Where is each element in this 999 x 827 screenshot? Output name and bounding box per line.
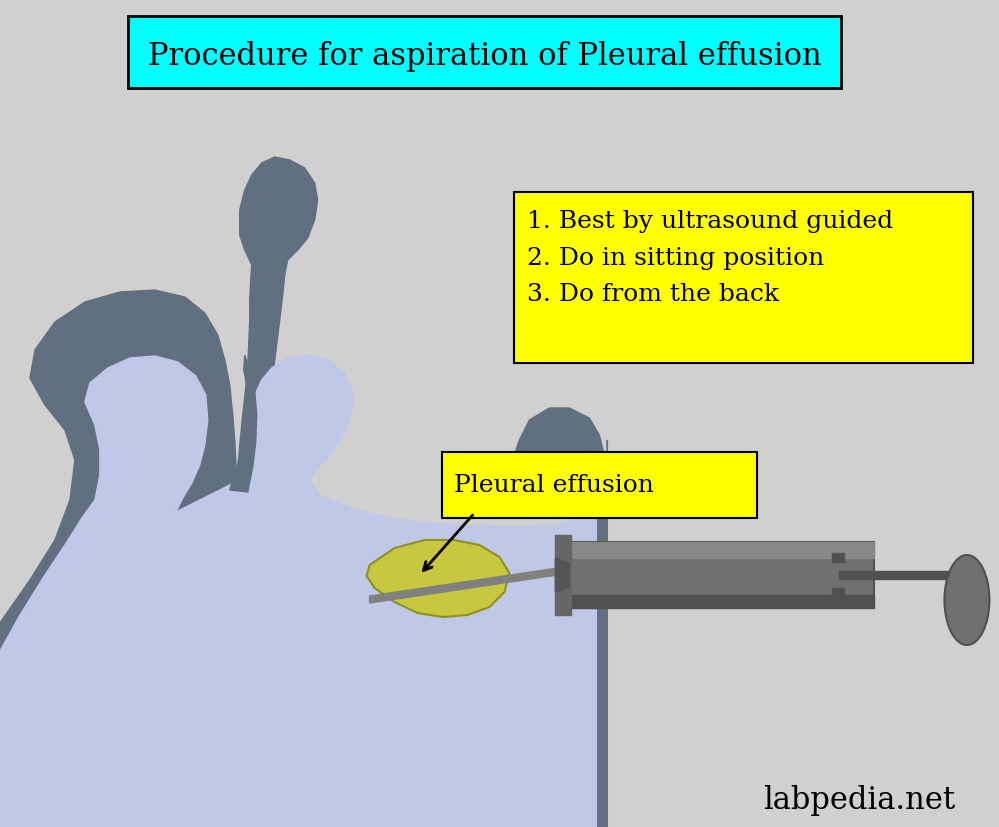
Polygon shape <box>561 595 874 608</box>
Ellipse shape <box>944 555 989 645</box>
FancyBboxPatch shape <box>442 452 757 518</box>
Polygon shape <box>370 567 564 603</box>
Polygon shape <box>555 558 569 592</box>
Text: Pleural effusion: Pleural effusion <box>455 474 654 496</box>
Polygon shape <box>0 157 607 827</box>
Text: Procedure for aspiration of Pleural effusion: Procedure for aspiration of Pleural effu… <box>148 41 821 71</box>
FancyBboxPatch shape <box>514 192 973 363</box>
Polygon shape <box>555 535 571 615</box>
Polygon shape <box>839 571 971 579</box>
Polygon shape <box>367 540 509 617</box>
FancyBboxPatch shape <box>128 16 841 88</box>
Text: labpedia.net: labpedia.net <box>763 785 955 815</box>
Polygon shape <box>832 588 844 597</box>
Polygon shape <box>832 553 844 562</box>
Polygon shape <box>511 408 604 515</box>
Text: 1. Best by ultrasound guided
2. Do in sitting position
3. Do from the back: 1. Best by ultrasound guided 2. Do in si… <box>527 210 893 306</box>
Polygon shape <box>561 542 874 608</box>
Polygon shape <box>0 355 596 827</box>
Polygon shape <box>230 355 257 492</box>
Polygon shape <box>561 542 874 558</box>
